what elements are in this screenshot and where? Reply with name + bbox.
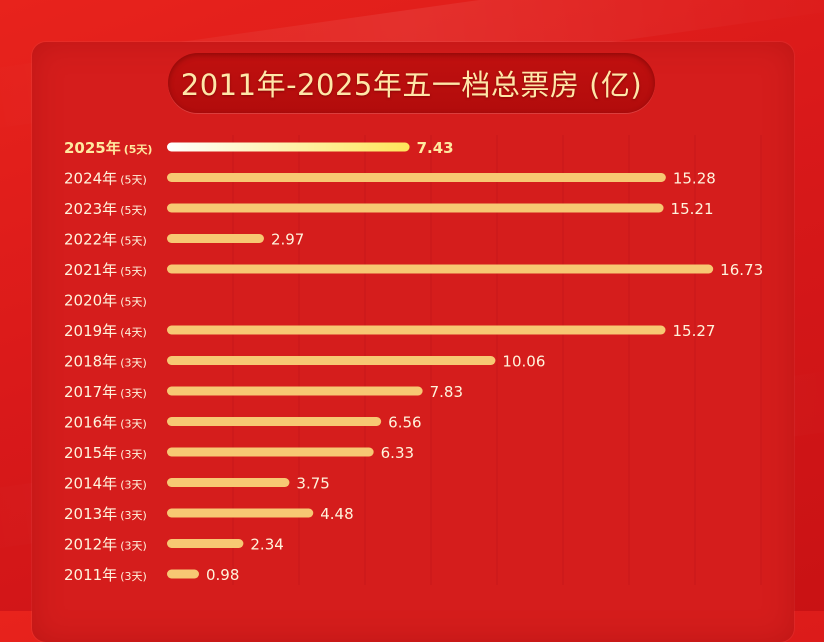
value-label: 15.27 [673,322,716,340]
value-label: 2.97 [271,231,304,249]
bar [167,203,664,213]
category-label: 2018年 (3天) [64,353,147,371]
category-year: 2018年 [64,353,117,371]
category-label: 2013年 (3天) [64,505,147,523]
category-label: 2023年 (5天) [64,200,147,218]
value-label: 16.73 [720,261,763,279]
category-days: (5天) [120,235,147,248]
category-label: 2017年 (3天) [64,383,147,401]
category-days: (5天) [120,204,147,217]
value-label: 15.21 [671,200,714,218]
category-year: 2025年 [64,139,121,157]
value-label: 2.34 [250,536,283,554]
value-label: 6.33 [381,444,414,462]
value-label: 3.75 [296,475,329,493]
category-year: 2020年 [64,292,117,310]
category-year: 2016年 [64,414,117,432]
bar [167,539,244,548]
bar [167,447,374,457]
category-year: 2017年 [64,383,117,401]
category-label: 2024年 (5天) [64,170,147,188]
category-year: 2022年 [64,231,117,249]
bar [167,508,314,518]
title-pill: 2011年-2025年五一档总票房 (亿) [168,53,655,113]
category-label: 2014年 (3天) [64,475,147,493]
category-label: 2019年 (4天) [64,322,147,340]
category-year: 2015年 [64,444,117,462]
value-label: 4.48 [320,505,353,523]
chart-title: 2011年-2025年五一档总票房 (亿) [180,68,643,102]
category-year: 2013年 [64,505,117,523]
category-year: 2021年 [64,261,117,279]
value-label: 6.56 [388,414,421,432]
category-year: 2019年 [64,322,117,340]
category-year: 2012年 [64,536,117,554]
category-days: (5天) [120,296,147,309]
bar [167,386,423,396]
bar [167,142,410,152]
category-days: (3天) [120,387,147,400]
category-label: 2012年 (3天) [64,536,147,554]
category-label: 2011年 (3天) [64,566,147,584]
category-days: (3天) [120,570,147,583]
value-label: 10.06 [502,353,545,371]
value-label: 7.83 [430,383,463,401]
category-year: 2024年 [64,170,117,188]
category-label: 2021年 (5天) [64,261,147,279]
value-label: 0.98 [206,566,239,584]
category-days: (3天) [120,540,147,553]
bar [167,569,199,579]
category-label: 2015年 (3天) [64,444,147,462]
category-days: (3天) [120,418,147,431]
bar [167,325,666,335]
category-days: (3天) [120,479,147,492]
category-days: (3天) [120,357,147,370]
category-label: 2016年 (3天) [64,414,147,432]
category-label: 2025年 (5天) [64,139,152,157]
category-days: (4天) [120,326,147,339]
category-days: (3天) [120,448,147,461]
category-label: 2020年 (5天) [64,292,147,310]
category-days: (5天) [120,174,147,187]
bar [167,264,714,274]
bar [167,356,496,365]
bar [167,478,290,487]
bar [167,417,382,426]
bar [167,234,264,243]
chart-panel [32,42,794,642]
value-label: 15.28 [673,170,716,188]
category-days: (5天) [124,143,153,156]
value-label: 7.43 [417,139,454,157]
category-year: 2014年 [64,475,117,493]
bar [167,173,666,182]
category-days: (5天) [120,265,147,278]
category-days: (3天) [120,509,147,522]
category-year: 2011年 [64,566,117,584]
category-year: 2023年 [64,200,117,218]
category-label: 2022年 (5天) [64,231,147,249]
